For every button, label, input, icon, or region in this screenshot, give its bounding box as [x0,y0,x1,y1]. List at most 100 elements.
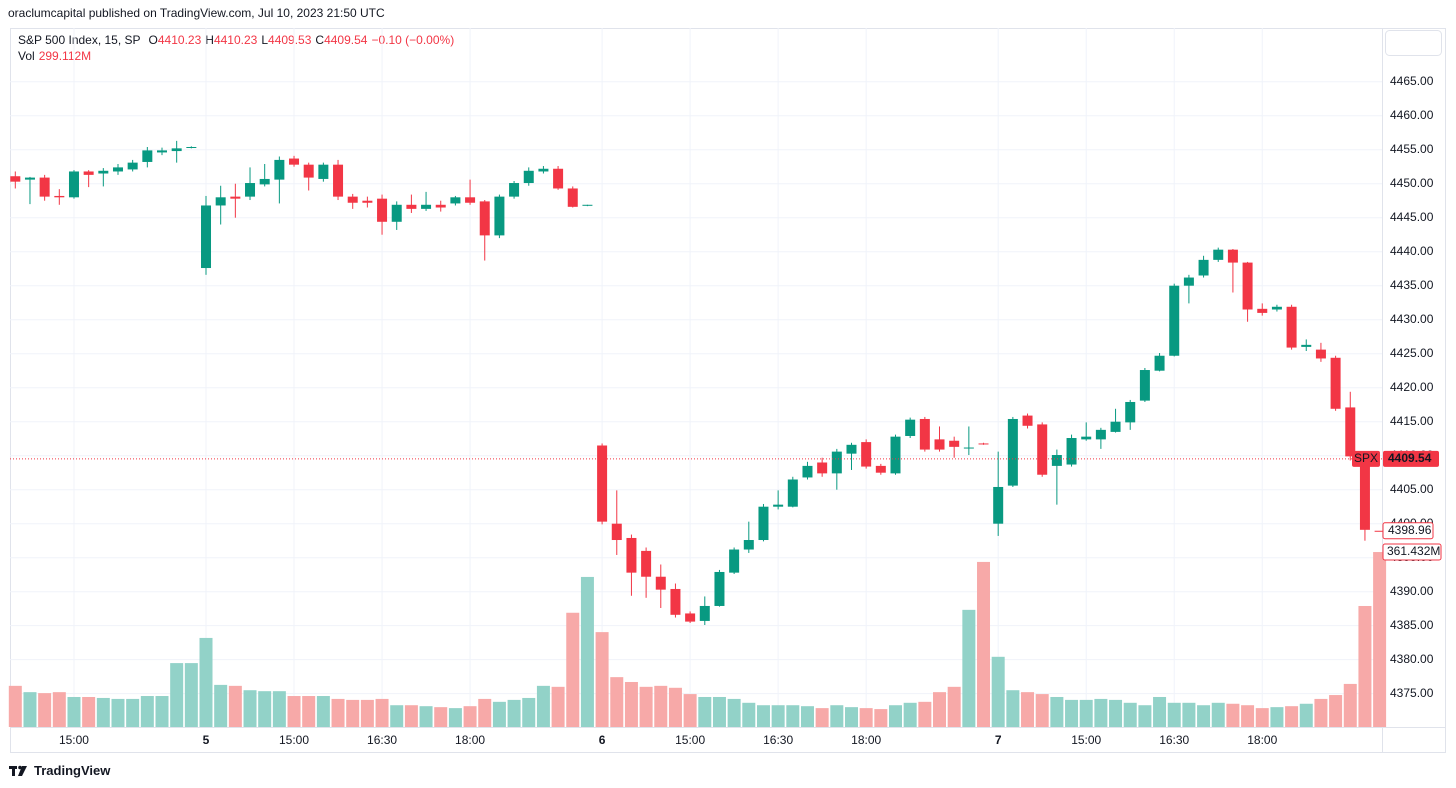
candle-body [1227,249,1238,263]
volume-label-box [1382,543,1442,561]
volume-bar [683,694,697,727]
candle-body [1257,308,1268,313]
candle-body [1051,455,1062,466]
volume-bar [991,656,1005,727]
candle-body [685,613,696,622]
volume-bar [889,705,902,727]
candle-body [362,200,373,203]
x-tick-label: 5 [203,733,210,747]
legend-key: L [261,33,269,47]
candle-body [1125,401,1136,423]
candle-body [523,170,534,184]
candle-body [494,196,505,236]
volume-bar [815,708,829,727]
candle-body [758,506,769,541]
price-line-label: 4409.54 [1388,451,1432,465]
volume-bar [67,696,81,727]
candle-body [993,486,1004,524]
candle-body [1139,370,1150,401]
candle-body [729,549,740,573]
logo [9,765,27,776]
axes: 4375.004380.004385.004390.004395.004400.… [10,74,1442,747]
volume-bar [610,677,624,727]
legend-key: C [315,33,325,47]
candle-body [1374,530,1385,532]
volume-bar [214,684,228,727]
volume-bars [8,552,1387,727]
volume-bar [698,696,712,727]
candle-body [479,201,490,236]
volume-bar [1299,703,1313,727]
legend-value: 4409.54 [324,33,368,47]
x-tick-label: 15:00 [279,733,309,747]
volume-bar [434,707,448,727]
settings-button[interactable] [1385,30,1442,56]
volume-bar [1358,605,1372,727]
candle-body [1330,357,1341,409]
candle-body [1037,424,1048,475]
volume-bar [448,708,462,727]
legend-ohlc: S&P 500 Index, 15, SP O4410.23 H4410.23 L4… [18,33,454,47]
candle-body [1169,285,1180,356]
volume-bar [492,701,506,727]
candle-body [347,196,358,203]
volume-bar [390,705,404,727]
candle-body [465,197,476,203]
candle-body [245,183,256,197]
volume-bar [258,691,272,727]
candle-body [98,170,109,174]
candle-body [171,148,182,152]
legend-value: 4410.23 [157,33,202,47]
candle-body [142,150,153,162]
legend-key: O [148,33,158,47]
x-tick-label: 16:30 [367,733,397,747]
y-tick-label: 4390.00 [1390,584,1434,598]
candle-body [817,462,828,474]
candle-body [39,177,50,197]
volume-bar [302,696,316,727]
candle-body [333,164,344,197]
candle-body [963,447,974,449]
candle-body [68,171,79,198]
volume-bar [933,692,947,727]
candle-body [1213,249,1224,260]
x-tick-label: 15:00 [1071,733,1101,747]
candle-body [626,537,637,573]
legend-item: H4410.23 [205,33,257,47]
volume-bar [1123,702,1137,727]
volume-bar [419,706,433,727]
candle-body [655,576,666,590]
x-tick-label: 15:00 [59,733,89,747]
candle-body [421,204,432,209]
y-tick-label: 4445.00 [1390,210,1434,224]
candle-body [597,445,608,522]
volume-bar [184,663,198,727]
volume-bar [595,632,609,727]
volume-bar [962,609,976,727]
volume-bar [624,681,638,727]
x-tick-label: 7 [995,733,1002,747]
candle-body [875,465,886,473]
volume-bar [1138,705,1152,727]
x-tick-label: 15:00 [675,733,705,747]
legend-value: 4410.23 [213,33,258,47]
volume-bar [1241,705,1255,727]
candle-body [1301,344,1312,347]
last-price-label: 4398.96 [1388,523,1432,537]
y-tick-label: 4455.00 [1390,142,1434,156]
volume-bar [874,709,888,727]
volume-bar [1255,708,1269,727]
candle-body [54,195,65,198]
volume-bar [1167,702,1181,727]
volume-bar [727,698,741,727]
volume-bar [771,705,785,727]
y-tick-label: 4405.00 [1390,482,1434,496]
candle-body [890,436,901,474]
candle-body [934,439,945,450]
candle-body [699,605,710,621]
candle-body [949,440,960,447]
candle-body [406,204,417,209]
legend-item: L4409.53 [261,33,311,47]
volume-bar [1182,702,1196,727]
y-tick-label: 4425.00 [1390,346,1434,360]
